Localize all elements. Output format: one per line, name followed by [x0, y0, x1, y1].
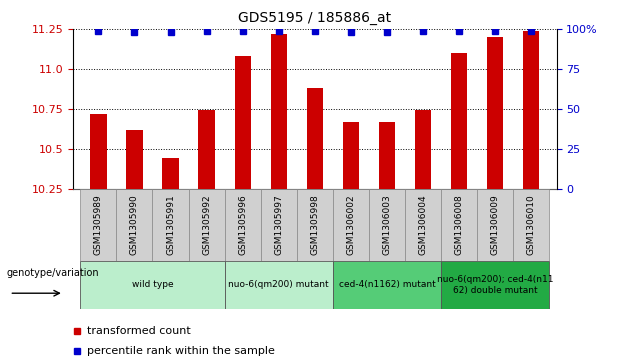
Text: GSM1305997: GSM1305997: [274, 195, 283, 256]
Text: transformed count: transformed count: [86, 326, 190, 336]
Text: GSM1306003: GSM1306003: [382, 195, 392, 256]
Text: GSM1305998: GSM1305998: [310, 195, 319, 256]
Bar: [188, 189, 225, 261]
Text: nuo-6(qm200); ced-4(n11
62) double mutant: nuo-6(qm200); ced-4(n11 62) double mutan…: [437, 275, 553, 295]
Text: percentile rank within the sample: percentile rank within the sample: [86, 346, 275, 356]
Text: GSM1305990: GSM1305990: [130, 195, 139, 256]
Bar: [451, 53, 467, 189]
Bar: [225, 189, 261, 261]
Text: GSM1305996: GSM1305996: [238, 195, 247, 256]
Bar: [333, 189, 369, 261]
Bar: [487, 37, 503, 189]
Bar: [235, 56, 251, 189]
Bar: [116, 189, 153, 261]
Title: GDS5195 / 185886_at: GDS5195 / 185886_at: [238, 11, 391, 25]
Text: GSM1305989: GSM1305989: [94, 195, 103, 256]
Bar: [307, 88, 323, 189]
Bar: [225, 261, 333, 309]
Bar: [198, 110, 215, 189]
Bar: [477, 189, 513, 261]
Text: GSM1305992: GSM1305992: [202, 195, 211, 256]
Bar: [343, 122, 359, 189]
Bar: [80, 189, 116, 261]
Bar: [369, 189, 405, 261]
Bar: [297, 189, 333, 261]
Text: GSM1306008: GSM1306008: [455, 195, 464, 256]
Text: GSM1306004: GSM1306004: [418, 195, 427, 256]
Bar: [271, 34, 287, 189]
Text: nuo-6(qm200) mutant: nuo-6(qm200) mutant: [228, 281, 329, 289]
Text: GSM1306009: GSM1306009: [491, 195, 500, 256]
Text: GSM1306002: GSM1306002: [347, 195, 356, 256]
Bar: [405, 189, 441, 261]
Bar: [523, 30, 539, 189]
Bar: [415, 110, 431, 189]
Bar: [127, 130, 142, 189]
Bar: [333, 261, 441, 309]
Bar: [153, 189, 188, 261]
Text: GSM1305991: GSM1305991: [166, 195, 175, 256]
Text: wild type: wild type: [132, 281, 174, 289]
Bar: [379, 122, 395, 189]
Bar: [513, 189, 550, 261]
Bar: [90, 114, 106, 189]
Bar: [162, 158, 179, 189]
Bar: [441, 261, 550, 309]
Bar: [80, 261, 225, 309]
Bar: [441, 189, 477, 261]
Bar: [261, 189, 297, 261]
Text: genotype/variation: genotype/variation: [6, 268, 99, 278]
Text: GSM1306010: GSM1306010: [527, 195, 536, 256]
Text: ced-4(n1162) mutant: ced-4(n1162) mutant: [338, 281, 435, 289]
